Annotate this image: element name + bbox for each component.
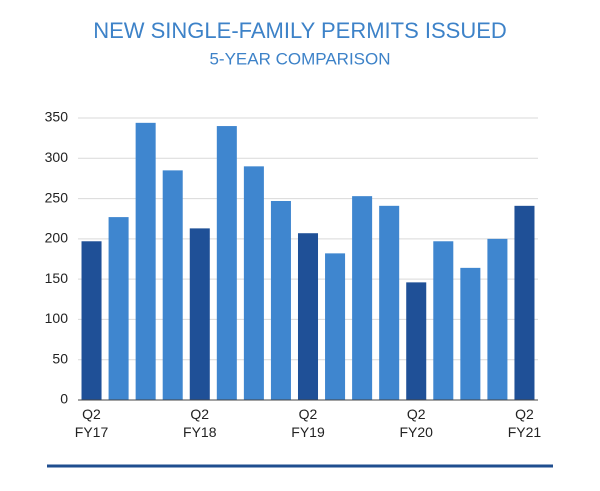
y-tick-label: 150: [45, 270, 69, 286]
y-tick-label: 50: [52, 350, 68, 366]
x-tick-label: Q2 FY18: [183, 406, 217, 440]
bar: [433, 241, 454, 400]
bar: [216, 126, 237, 401]
bar: [108, 217, 129, 400]
x-tick-label: Q2 FY20: [399, 406, 433, 440]
bar: [162, 170, 183, 400]
y-tick-label: 250: [45, 189, 69, 205]
bar: [352, 196, 373, 400]
bar: [189, 228, 210, 400]
y-tick-label: 100: [45, 310, 69, 326]
y-tick-label: 350: [45, 109, 69, 125]
y-tick-label: 300: [45, 149, 69, 165]
bar: [270, 200, 291, 400]
x-tick-label: Q2 FY17: [74, 406, 109, 440]
bar: [487, 238, 508, 400]
bar: [81, 241, 102, 400]
y-tick-label: 0: [60, 391, 68, 407]
bar: [243, 166, 264, 400]
bar: [325, 253, 346, 400]
bar: [514, 205, 535, 400]
x-tick-label: Q2 FY21: [507, 406, 542, 440]
chart-subtitle: 5-YEAR COMPARISON: [209, 49, 390, 68]
x-tick-label: Q2 FY19: [291, 406, 325, 440]
bar: [379, 205, 400, 400]
bar: [135, 122, 156, 400]
bar: [460, 267, 481, 400]
chart-title: NEW SINGLE-FAMILY PERMITS ISSUED: [93, 18, 507, 43]
bar: [297, 233, 319, 400]
y-tick-label: 200: [45, 230, 69, 246]
bar: [406, 282, 427, 400]
